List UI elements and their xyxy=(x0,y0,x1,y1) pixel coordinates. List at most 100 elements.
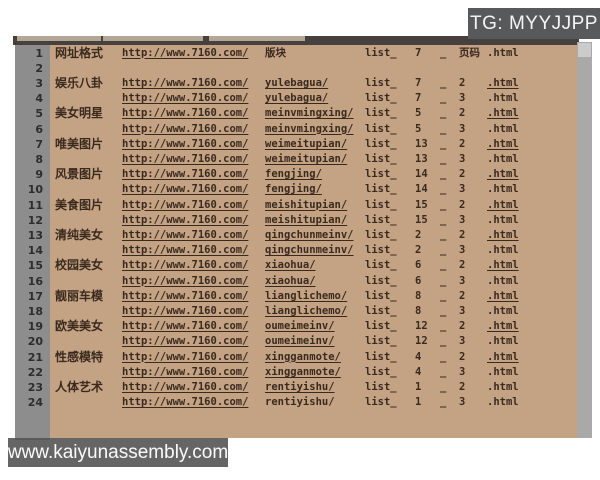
row-number: 16 xyxy=(27,274,43,288)
board-number-cell: 1 xyxy=(415,396,422,409)
header-remnant xyxy=(17,36,101,41)
header-strip xyxy=(13,36,579,45)
list-prefix-cell: list_ xyxy=(365,137,397,150)
url-link[interactable]: http://www.7160.com/ xyxy=(122,335,249,348)
separator-cell: _ xyxy=(440,259,447,272)
html-suffix-link[interactable]: .html xyxy=(487,152,519,165)
html-suffix-link[interactable]: .html xyxy=(487,183,519,196)
html-suffix-link[interactable]: .html xyxy=(487,228,519,241)
html-suffix-link[interactable]: .html xyxy=(487,76,519,89)
board-number-cell: 1 xyxy=(415,380,422,393)
separator-cell: _ xyxy=(440,213,447,226)
list-prefix-cell: list_ xyxy=(365,76,397,89)
html-suffix-link[interactable]: .html xyxy=(487,350,519,363)
table-row: 12 http://www.7160.com/ meishitupian/ li… xyxy=(15,213,577,228)
path-link[interactable]: rentiyishu/ xyxy=(265,380,335,393)
html-suffix-link[interactable]: .html xyxy=(487,380,519,393)
url-link[interactable]: http://www.7160.com/ xyxy=(122,213,249,226)
path-link[interactable]: lianglichemo/ xyxy=(265,289,348,302)
row-number: 11 xyxy=(27,198,43,212)
path-link[interactable]: lianglichemo/ xyxy=(265,304,348,317)
path-link[interactable]: yulebagua/ xyxy=(265,76,329,89)
list-prefix-cell: list_ xyxy=(365,350,397,363)
board-number-cell: 4 xyxy=(415,350,422,363)
url-link[interactable]: http://www.7160.com/ xyxy=(122,198,249,211)
html-suffix-link[interactable]: .html xyxy=(487,46,519,59)
url-link[interactable]: http://www.7160.com/ xyxy=(122,274,249,287)
url-link[interactable]: http://www.7160.com/ xyxy=(122,320,249,333)
url-link[interactable]: http://www.7160.com/ xyxy=(122,244,249,257)
separator-cell: _ xyxy=(440,380,447,393)
url-link[interactable]: http://www.7160.com/ xyxy=(122,228,249,241)
html-suffix-link[interactable]: .html xyxy=(487,396,519,409)
html-suffix-link[interactable]: .html xyxy=(487,198,519,211)
url-link[interactable]: http://www.7160.com/ xyxy=(122,183,249,196)
html-suffix-link[interactable]: .html xyxy=(487,365,519,378)
html-suffix-link[interactable]: .html xyxy=(487,137,519,150)
path-link[interactable]: meishitupian/ xyxy=(265,213,348,226)
table-row: 1 网址格式 http://www.7160.com/ 版块 list_ 7 _… xyxy=(15,46,577,61)
path-link[interactable]: meinvmingxing/ xyxy=(265,122,354,135)
path-link[interactable]: xingganmote/ xyxy=(265,365,341,378)
board-number-cell: 7 xyxy=(415,46,422,59)
list-prefix-cell: list_ xyxy=(365,228,397,241)
scrollbar-thumb[interactable] xyxy=(578,43,591,57)
url-link[interactable]: http://www.7160.com/ xyxy=(122,76,249,89)
page-cell: 3 xyxy=(459,244,466,257)
url-link[interactable]: http://www.7160.com/ xyxy=(122,46,249,59)
html-suffix-link[interactable]: .html xyxy=(487,320,519,333)
url-link[interactable]: http://www.7160.com/ xyxy=(122,92,249,105)
path-link[interactable]: xiaohua/ xyxy=(265,274,316,287)
url-link[interactable]: http://www.7160.com/ xyxy=(122,380,249,393)
path-link[interactable]: meinvmingxing/ xyxy=(265,107,354,120)
url-link[interactable]: http://www.7160.com/ xyxy=(122,107,249,120)
url-link[interactable]: http://www.7160.com/ xyxy=(122,365,249,378)
page-cell: 3 xyxy=(459,304,466,317)
vertical-scrollbar[interactable] xyxy=(577,42,592,438)
path-link[interactable]: weimeitupian/ xyxy=(265,152,348,165)
path-link[interactable]: oumeimeinv/ xyxy=(265,335,335,348)
html-suffix-link[interactable]: .html xyxy=(487,244,519,257)
html-suffix-link[interactable]: .html xyxy=(487,107,519,120)
url-link[interactable]: http://www.7160.com/ xyxy=(122,122,249,135)
path-link[interactable]: fengjing/ xyxy=(265,183,322,196)
url-link[interactable]: http://www.7160.com/ xyxy=(122,259,249,272)
path-link[interactable]: meishitupian/ xyxy=(265,198,348,211)
page-cell: 3 xyxy=(459,213,466,226)
url-link[interactable]: http://www.7160.com/ xyxy=(122,396,249,409)
separator-cell: _ xyxy=(440,350,447,363)
separator-cell: _ xyxy=(440,183,447,196)
board-number-cell: 5 xyxy=(415,122,422,135)
url-link[interactable]: http://www.7160.com/ xyxy=(122,152,249,165)
html-suffix-link[interactable]: .html xyxy=(487,289,519,302)
url-link[interactable]: http://www.7160.com/ xyxy=(122,289,249,302)
path-link[interactable]: xingganmote/ xyxy=(265,350,341,363)
path-link[interactable]: weimeitupian/ xyxy=(265,137,348,150)
url-link[interactable]: http://www.7160.com/ xyxy=(122,168,249,181)
html-suffix-link[interactable]: .html xyxy=(487,213,519,226)
url-link[interactable]: http://www.7160.com/ xyxy=(122,137,249,150)
html-suffix-link[interactable]: .html xyxy=(487,122,519,135)
path-link[interactable]: xiaohua/ xyxy=(265,259,316,272)
html-suffix-link[interactable]: .html xyxy=(487,274,519,287)
path-link[interactable]: qingchunmeinv/ xyxy=(265,244,354,257)
html-suffix-link[interactable]: .html xyxy=(487,304,519,317)
table-row: 11 美食图片 http://www.7160.com/ meishitupia… xyxy=(15,198,577,213)
board-number-cell: 6 xyxy=(415,274,422,287)
path-link[interactable]: fengjing/ xyxy=(265,168,322,181)
path-link[interactable]: 版块 xyxy=(265,46,286,59)
list-prefix-cell: list_ xyxy=(365,46,397,59)
html-suffix-link[interactable]: .html xyxy=(487,259,519,272)
html-suffix-link[interactable]: .html xyxy=(487,92,519,105)
path-link[interactable]: oumeimeinv/ xyxy=(265,320,335,333)
path-link[interactable]: qingchunmeinv/ xyxy=(265,228,354,241)
url-link[interactable]: http://www.7160.com/ xyxy=(122,304,249,317)
html-suffix-link[interactable]: .html xyxy=(487,168,519,181)
path-link[interactable]: yulebagua/ xyxy=(265,92,329,105)
url-link[interactable]: http://www.7160.com/ xyxy=(122,350,249,363)
html-suffix-link[interactable]: .html xyxy=(487,335,519,348)
board-number-cell: 2 xyxy=(415,228,422,241)
tg-badge: TG: MYYJJPP xyxy=(468,8,600,39)
path-link[interactable]: rentiyishu/ xyxy=(265,396,335,409)
